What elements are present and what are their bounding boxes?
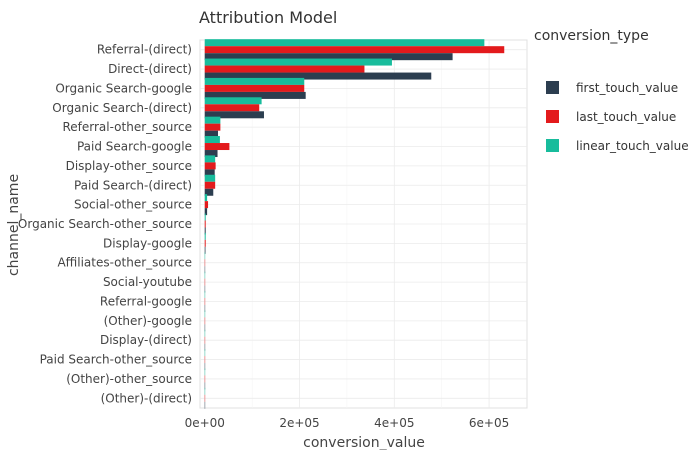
y-tick-label: (Other)-(direct) [101, 391, 192, 405]
bar-last_touch_value [204, 201, 209, 209]
y-tick-label: Paid Search-other_source [40, 353, 192, 367]
bar-last_touch_value [204, 220, 206, 228]
bar-first_touch_value [204, 111, 264, 119]
legend-swatch [546, 139, 559, 152]
y-tick-label: Social-other_source [74, 198, 192, 212]
y-tick-label: Referral-google [100, 294, 192, 308]
bar-first_touch_value [204, 150, 218, 158]
y-tick-label: Organic Search-other_source [18, 217, 192, 231]
legend-label: linear_touch_value [576, 139, 689, 153]
y-tick-label: Organic Search-google [55, 81, 192, 95]
bar-last_touch_value [204, 162, 216, 170]
y-tick-label: Affiliates-other_source [57, 256, 192, 270]
bar-linear_touch_value [204, 194, 208, 202]
y-tick-label: Organic Search-(direct) [52, 101, 192, 115]
bar-first_touch_value [204, 53, 453, 61]
bar-last_touch_value [204, 123, 221, 131]
bar-first_touch_value [204, 188, 214, 196]
chart-title: Attribution Model [199, 8, 337, 27]
bar-last_touch_value [204, 65, 365, 73]
plot-area [199, 39, 528, 409]
x-tick-label: 6e+05 [469, 416, 509, 430]
bar-linear_touch_value [204, 136, 220, 144]
bar-linear_touch_value [204, 39, 485, 47]
bar-last_touch_value [204, 143, 230, 151]
y-tick-label: Display-other_source [66, 159, 192, 173]
x-tick-label: 0e+00 [185, 416, 225, 430]
bar-linear_touch_value [204, 77, 305, 85]
bar-first_touch_value [204, 130, 219, 138]
bar-first_touch_value [204, 169, 215, 177]
bar-first_touch_value [204, 208, 208, 216]
legend: conversion_type first_touch_value last_to… [534, 28, 689, 153]
x-axis-ticks: 0e+00 2e+05 4e+05 6e+05 [185, 416, 510, 430]
y-tick-label: Direct-(direct) [108, 62, 192, 76]
bar-linear_touch_value [204, 58, 392, 66]
legend-swatch [546, 81, 559, 94]
bar-last_touch_value [204, 84, 305, 92]
y-tick-label: Display-(direct) [100, 333, 192, 347]
bar-last_touch_value [204, 239, 206, 247]
bar-linear_touch_value [204, 116, 221, 124]
y-tick-label: Display-google [103, 236, 192, 250]
x-tick-label: 4e+05 [374, 416, 414, 430]
y-tick-label: Paid Search-google [77, 140, 192, 154]
bars [204, 39, 505, 409]
x-tick-label: 2e+05 [279, 416, 319, 430]
x-axis-title: conversion_value [303, 435, 425, 450]
y-tick-label: (Other)-google [104, 314, 192, 328]
bar-first_touch_value [204, 72, 432, 80]
y-tick-label: Paid Search-(direct) [74, 178, 192, 192]
legend-label: last_touch_value [576, 110, 676, 124]
bar-first_touch_value [204, 91, 306, 99]
legend-swatch [546, 110, 559, 123]
y-axis-ticks: Referral-(direct) Direct-(direct) Organic … [18, 43, 192, 406]
y-tick-label: Referral-(direct) [97, 43, 192, 57]
bar-first_touch_value [204, 227, 206, 235]
legend-label: first_touch_value [576, 81, 678, 95]
bar-last_touch_value [204, 46, 505, 54]
bar-linear_touch_value [204, 155, 216, 163]
y-tick-label: Social-youtube [103, 275, 192, 289]
bar-last_touch_value [204, 104, 260, 112]
y-tick-label: (Other)-other_source [66, 372, 192, 386]
legend-title: conversion_type [534, 28, 649, 44]
bar-first_touch_value [204, 246, 206, 254]
bar-linear_touch_value [204, 213, 206, 221]
y-axis-title: channel_name [6, 174, 22, 276]
bar-linear_touch_value [204, 232, 206, 240]
bar-last_touch_value [204, 181, 216, 189]
y-tick-label: Referral-other_source [62, 120, 192, 134]
bar-linear_touch_value [204, 174, 216, 182]
bar-linear_touch_value [204, 97, 262, 105]
